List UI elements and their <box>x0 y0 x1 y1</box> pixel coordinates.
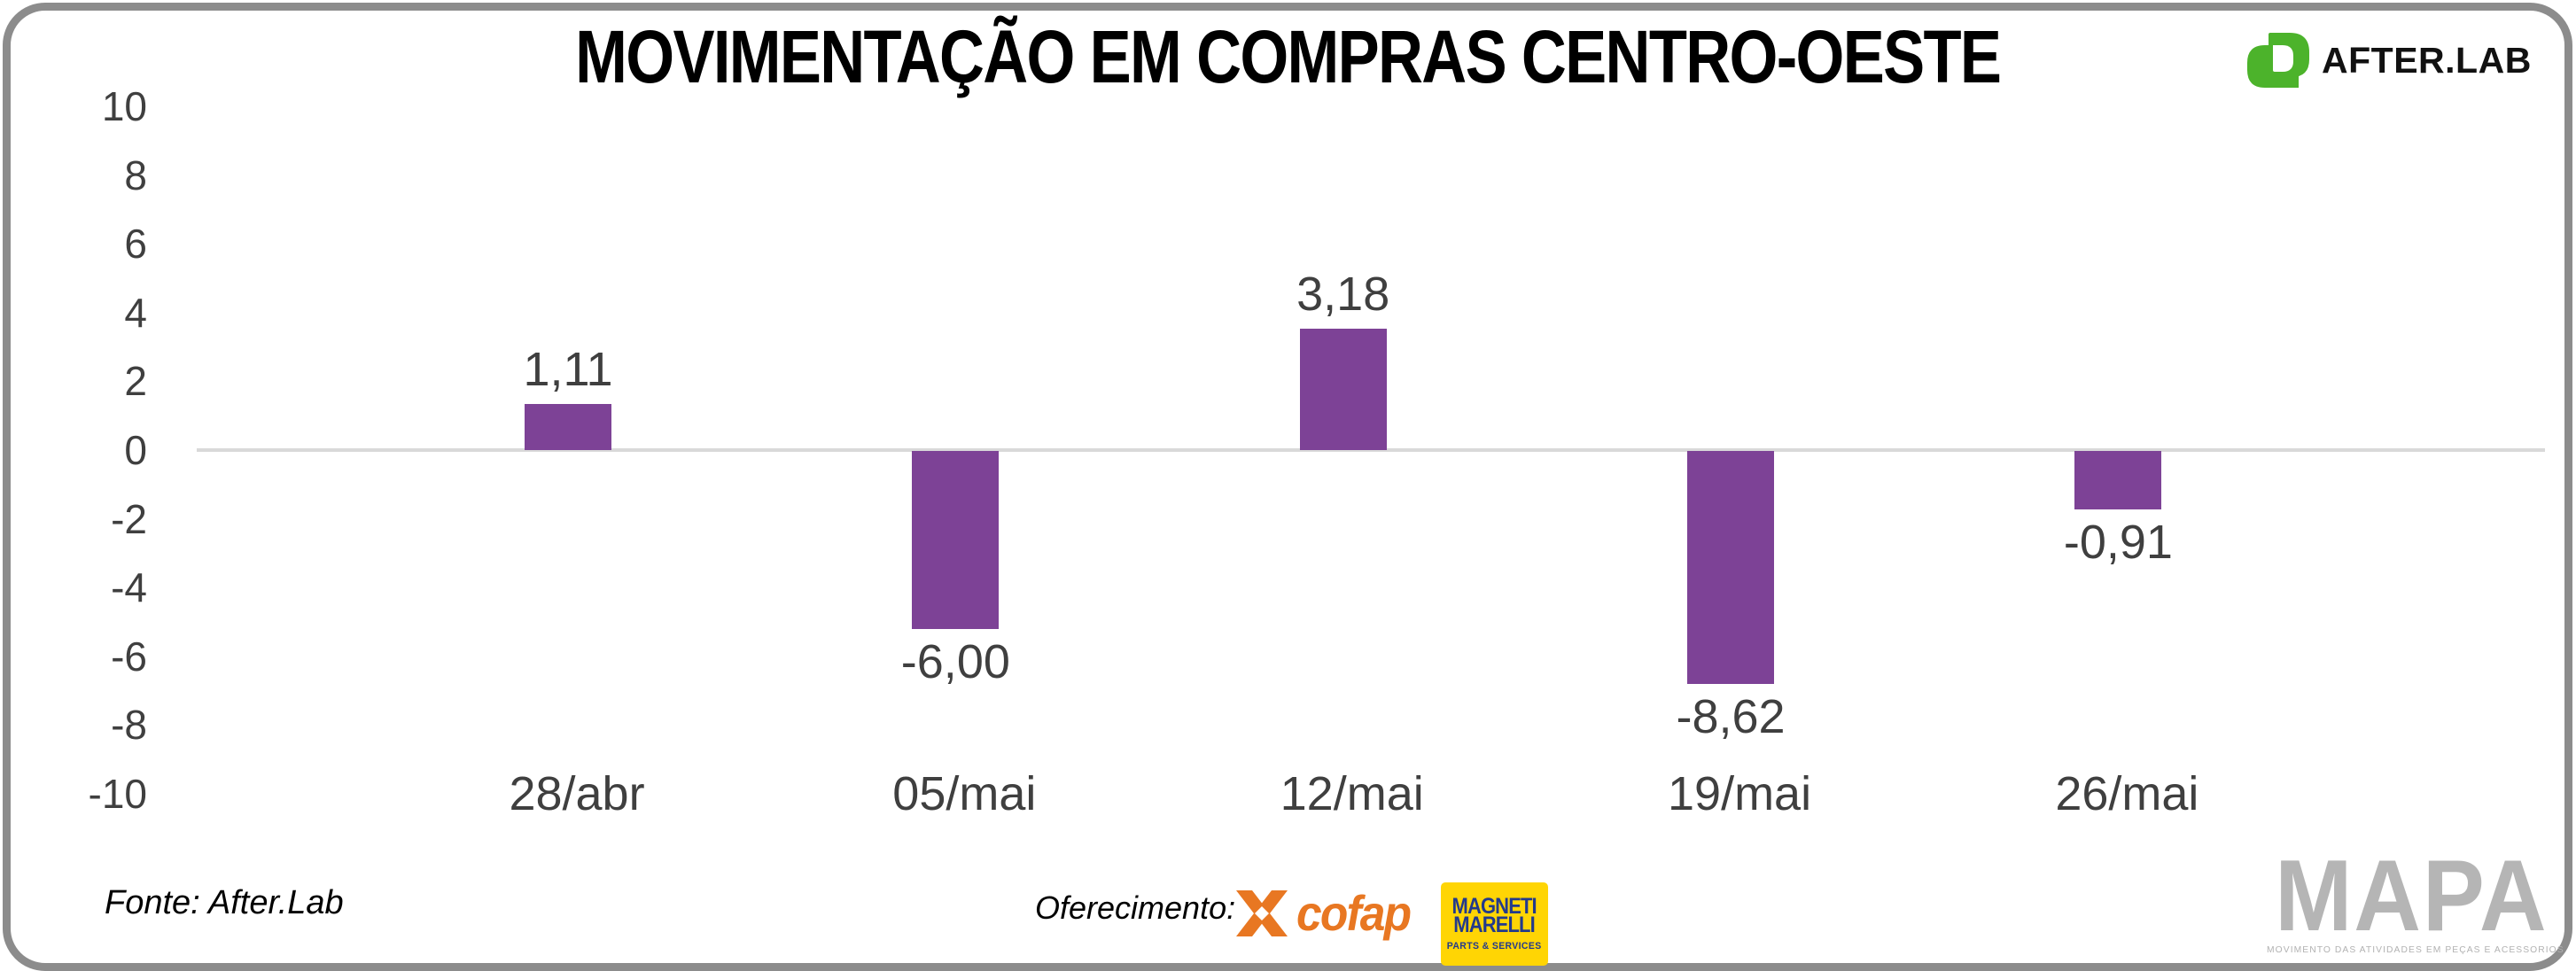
cofap-logo: cofap <box>1234 884 1420 942</box>
y-tick-label: 0 <box>124 427 147 473</box>
y-tick-label: 2 <box>124 358 147 405</box>
bar-value-label: -0,91 <box>2063 515 2173 569</box>
y-tick-label: 4 <box>124 289 147 336</box>
x-category-label: 26/mai <box>2055 767 2199 820</box>
mapa-logo: MAPA MOVIMENTO DAS ATIVIDADES EM PEÇAS E… <box>2264 840 2564 956</box>
bar-26/mai <box>2074 451 2162 509</box>
cofap-x-icon <box>1236 889 1288 936</box>
sponsor-label: Oferecimento: <box>1035 889 1236 926</box>
chart-title: MOVIMENTAÇÃO EM COMPRAS CENTRO-OESTE <box>575 15 2002 98</box>
source-note: Fonte: After.Lab <box>105 884 344 921</box>
y-tick-label: -6 <box>111 633 147 680</box>
marelli-word: MARELLI <box>1453 912 1536 937</box>
bar-value-label: 3,18 <box>1296 268 1390 322</box>
mapa-tagline: MOVIMENTO DAS ATIVIDADES EM PEÇAS E ACES… <box>2267 944 2564 955</box>
y-tick-label: -10 <box>88 771 147 817</box>
y-tick-label: -2 <box>111 495 147 542</box>
afterlab-logo: AFTER.LAB <box>2244 32 2532 89</box>
bar-19/mai <box>1687 451 1775 685</box>
x-category-label: 05/mai <box>892 767 1037 820</box>
cofap-wordmark: cofap <box>1296 885 1412 941</box>
y-tick-label: 8 <box>124 151 147 198</box>
y-tick-label: -8 <box>111 702 147 749</box>
bar-value-label: 1,11 <box>523 343 613 397</box>
bar-28/abr <box>525 404 611 450</box>
x-category-label: 28/abr <box>509 767 645 820</box>
afterlab-leaf-icon <box>2247 33 2309 88</box>
magneti-word: MAGNETI <box>1451 893 1537 919</box>
bar-05/mai <box>912 451 1000 629</box>
x-category-label: 19/mai <box>1668 767 1812 820</box>
bar-value-label: -6,00 <box>900 634 1010 688</box>
magneti-marelli-logo: MAGNETI MARELLI PARTS & SERVICES <box>1441 882 1548 966</box>
zero-axis-line <box>197 448 2545 452</box>
y-tick-label: -4 <box>111 564 147 611</box>
bar-12/mai <box>1299 329 1387 450</box>
bar-value-label: -8,62 <box>1676 690 1786 744</box>
x-category-label: 12/mai <box>1280 767 1424 820</box>
y-tick-label: 6 <box>124 221 147 268</box>
mapa-wordmark: MAPA <box>2275 840 2549 952</box>
afterlab-wordmark: AFTER.LAB <box>2322 39 2532 81</box>
y-tick-label: 10 <box>101 83 147 129</box>
chart-header: MOVIMENTAÇÃO EM COMPRAS CENTRO-OESTE <box>0 14 2576 100</box>
parts-services-label: PARTS & SERVICES <box>1447 940 1542 952</box>
